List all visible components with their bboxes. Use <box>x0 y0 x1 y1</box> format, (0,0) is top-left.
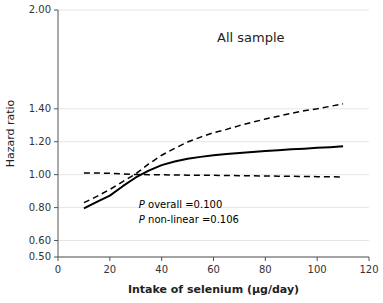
tick-y <box>54 141 58 142</box>
tick-y <box>54 257 58 258</box>
annotation-rest: overall =0.100 <box>145 199 222 210</box>
tick-x <box>369 257 370 261</box>
x-axis-label: Intake of selenium (μg/day) <box>128 283 299 296</box>
tick-y <box>54 10 58 11</box>
axis-x <box>58 257 369 258</box>
annotation: P non-linear =0.106 <box>139 214 239 225</box>
tick-x <box>58 257 59 261</box>
tick-x <box>161 257 162 261</box>
tick-label-y: 0.60 <box>29 235 51 246</box>
tick-label-y: 1.20 <box>29 136 51 147</box>
y-axis-label: Hazard ratio <box>4 99 17 167</box>
tick-label-y: 1.40 <box>29 103 51 114</box>
chart: 0.50 0.60 0.80 1.00 1.20 1.40 2.00 0 20 40 60 80 100… <box>0 0 383 303</box>
grid-line-y <box>58 141 369 142</box>
tick-label-x: 60 <box>207 264 220 275</box>
tick-label-x: 100 <box>308 264 327 275</box>
tick-y <box>54 207 58 208</box>
tick-y <box>54 174 58 175</box>
ci-line <box>84 104 343 203</box>
tick-x <box>265 257 266 261</box>
tick-y <box>54 240 58 241</box>
tick-x <box>213 257 214 261</box>
grid-line-y <box>58 174 369 175</box>
tick-label-y: 1.00 <box>29 169 51 180</box>
tick-y <box>54 108 58 109</box>
tick-label-y: 2.00 <box>29 4 51 15</box>
axis-y <box>58 10 59 257</box>
tick-label-y: 0.50 <box>29 251 51 262</box>
grid-line-y <box>58 257 369 258</box>
annotation: P overall =0.100 <box>139 199 222 210</box>
tick-label-x: 20 <box>103 264 116 275</box>
tick-label-x: 120 <box>359 264 378 275</box>
tick-label-y: 0.80 <box>29 202 51 213</box>
tick-label-x: 80 <box>259 264 272 275</box>
tick-label-x: 0 <box>55 264 61 275</box>
annotation-rest: non-linear =0.106 <box>145 214 239 225</box>
grid-line-y <box>58 240 369 241</box>
tick-x <box>109 257 110 261</box>
plot-area <box>84 104 343 209</box>
title: All sample <box>217 30 285 45</box>
grid-line-y <box>58 108 369 109</box>
grid-line-y <box>58 10 369 11</box>
tick-x <box>317 257 318 261</box>
tick-label-x: 40 <box>155 264 168 275</box>
ci-line <box>84 173 343 177</box>
